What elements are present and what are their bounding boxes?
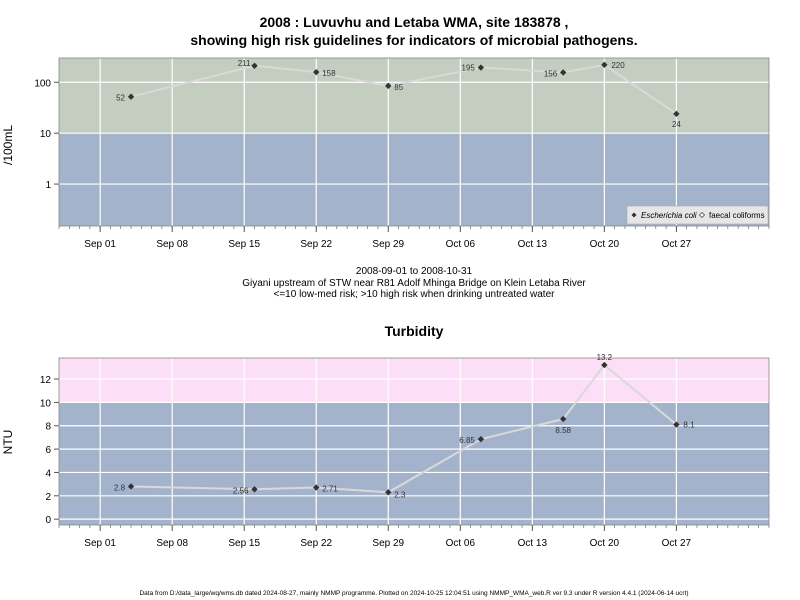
chart1-title-line1: 2008 : Luvuvhu and Letaba WMA, site 1838… [260,14,569,30]
panel1-high-risk-band [59,58,769,134]
panel2-xtick-label: Sep 01 [84,538,116,549]
chart1-legend-box [626,205,769,225]
chart2-title: Turbidity [385,323,444,339]
panel1-data-label: 158 [322,69,336,78]
panel2-data-label: 6.85 [459,436,475,445]
panel2-data-point [385,489,392,496]
panel1-ytick-label: 1 [45,180,51,191]
panel1-data-label: 220 [611,61,625,70]
panel1-data-label: 195 [462,64,476,73]
panel2-frame [58,357,770,526]
chart1-title-line2: showing high risk guidelines for indicat… [190,32,637,48]
panel1-xtick-label: Sep 15 [228,239,260,250]
panel2-high-risk-band [59,358,769,403]
chart2-plot: 0 2 4 6 8 10 12 Sep 01 Sep 08 Sep 15 Sep 22 Sep 29 O… [40,353,770,549]
panel2-xtick-label: Oct 20 [590,538,620,549]
panel1-data-point [477,64,485,71]
panel2-ytick-label: 10 [40,398,52,409]
panel2-data-label: 8.1 [683,421,695,430]
panel2-series-line [131,363,678,494]
panel1-ytick-label: 100 [34,78,51,89]
panel2-xtick-label: Sep 22 [300,538,332,549]
panel1-xtick-label: Sep 22 [300,239,332,250]
panel2-data-point [251,486,258,493]
panel2-ytick-label: 0 [45,515,51,526]
panel1-frame [58,57,770,227]
chart1-legend: Escherichia coli faecal coliforms [626,205,769,225]
panel1-data-point [560,69,567,76]
panel1-ytick-label: 10 [40,129,52,140]
panel2-xtick-label: Oct 27 [662,538,692,549]
chart1-subtitle-daterange: 2008-09-01 to 2008-10-31 [356,266,473,277]
panel1-data-point [313,68,320,76]
panel1-data-point [601,61,608,69]
panel1-data-point [385,82,392,90]
panel2-data-label: 13.2 [597,353,613,362]
panel2-data-point [673,421,680,428]
panel1-xtick-label: Sep 29 [372,239,404,250]
legend-ecoli-label: Escherichia coli [641,211,697,220]
panel2-xtick-label: Sep 29 [372,538,404,549]
panel2-data-point [477,435,485,443]
legend-faecal-label: faecal coliforms [709,211,765,220]
panel1-series-line [130,63,677,115]
panel2-data-point [313,484,320,491]
panel2-data-label: 2.56 [233,486,249,495]
panel1-xtick-label: Oct 20 [590,239,620,250]
chart1-subtitle-risk: <=10 low-med risk; >10 high risk when dr… [274,289,556,300]
chart1-subtitle-site: Giyani upstream of STW near R81 Adolf Mh… [242,278,586,289]
footer-note: Data from D:/data_large/wq/wms.db dated … [139,590,688,597]
panel1-data-point [127,93,135,100]
panel1-xtick-label: Oct 27 [662,239,692,250]
panel1-xtick-label: Sep 08 [156,239,188,250]
panel1-data-point [251,62,258,69]
panel1-xtick-label: Sep 01 [84,239,116,250]
panel1-data-label: 24 [672,120,681,129]
chart1-ylabel: /100mL [1,125,15,165]
panel1-xtick-label: Oct 06 [446,239,476,250]
panel2-data-label: 2.3 [394,490,406,499]
panel2-ytick-label: 12 [40,375,52,386]
panel1-data-point [673,110,680,118]
panel1-data-label: 211 [238,59,251,68]
panel2-xtick-label: Oct 13 [518,538,548,549]
panel2-ytick-label: 2 [45,492,51,503]
panel2-data-label: 2.8 [114,483,126,492]
panel2-xtick-label: Sep 08 [156,538,188,549]
panel2-xtick-label: Sep 15 [228,538,260,549]
panel2-data-point [127,483,135,490]
panel2-xtick-label: Oct 06 [446,538,476,549]
panel1-xtick-label: Oct 13 [518,239,548,250]
panel2-data-point [560,415,567,423]
panel2-data-label: 2.71 [322,485,338,494]
chart1-plot: 1 10 100 Sep 01 Sep 08 Sep 15 Sep 22 Sep 29 Oct … [34,57,770,250]
panel1-data-label: 156 [544,69,558,78]
panel1-data-label: 85 [394,83,403,92]
panel2-data-label: 8.58 [555,426,571,435]
panel1-data-label: 52 [116,94,125,103]
legend-faecal-marker [699,212,705,218]
legend-ecoli-marker [631,212,637,218]
panel2-low-risk-band [59,402,769,525]
panel2-ytick-label: 8 [45,422,51,433]
panel2-ytick-label: 4 [45,468,51,479]
chart2-ylabel: NTU [1,430,15,455]
panel2-data-point [601,361,608,369]
panel2-ytick-label: 6 [45,445,51,456]
